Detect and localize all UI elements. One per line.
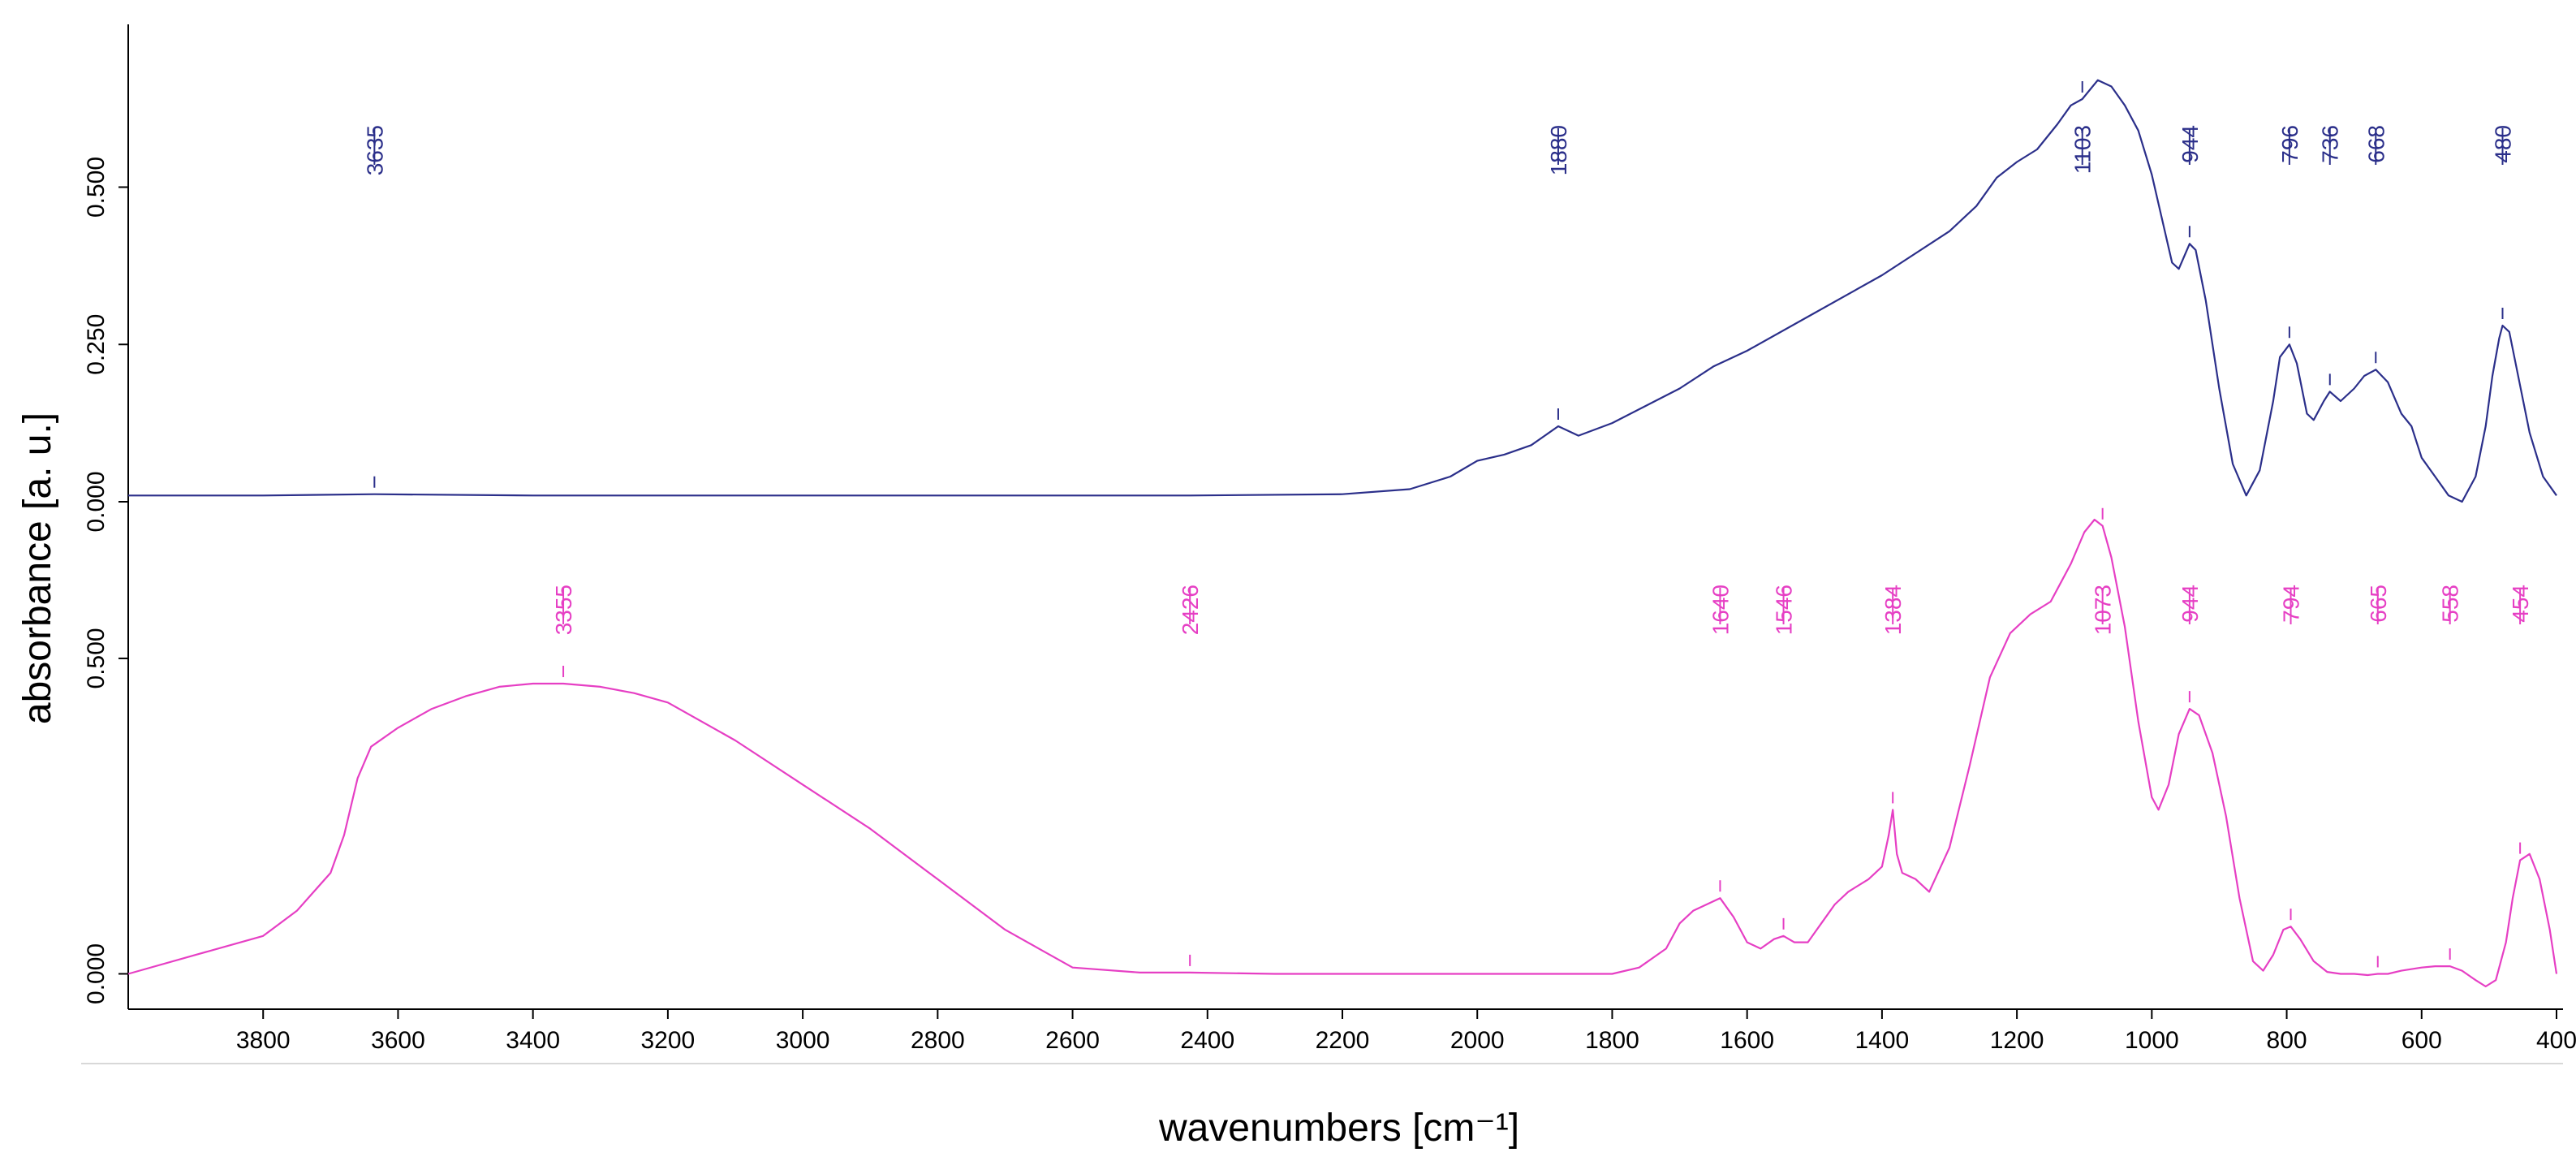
top-spectrum-panel: 0.000 0.250 0.500 3635 1880 1103 944 796 736 668 4… xyxy=(83,79,2557,533)
x-tick-label: 3800 xyxy=(236,1027,291,1054)
x-tick-label: 2600 xyxy=(1045,1027,1100,1054)
x-tick-label: 1200 xyxy=(1990,1027,2044,1054)
x-tick-label: 1000 xyxy=(2125,1027,2179,1054)
peak-label: 3635 xyxy=(362,125,387,175)
x-tick-label: 1800 xyxy=(1585,1027,1639,1054)
peak-label: 1073 xyxy=(2091,585,2116,635)
peak-label: 1384 xyxy=(1880,585,1906,635)
x-axis-label: wavenumbers [cm⁻¹] xyxy=(1158,1107,1519,1150)
peak-label: 668 xyxy=(2363,125,2389,163)
peak-label: 1640 xyxy=(1708,585,1733,635)
spectrum-line xyxy=(128,79,2557,503)
x-tick-label: 2800 xyxy=(911,1027,965,1054)
x-tick-label: 2000 xyxy=(1450,1027,1505,1054)
y-tick-label: 0.250 xyxy=(83,314,110,375)
peak-label: 2426 xyxy=(1178,585,1203,635)
peak-label: 944 xyxy=(2178,585,2203,623)
peak-label: 454 xyxy=(2508,585,2533,623)
y-tick-label: 0.500 xyxy=(83,157,110,218)
x-tick-label: 3000 xyxy=(776,1027,830,1054)
peak-label: 1103 xyxy=(2070,125,2096,174)
y-axis-label: absorbance [a. u.] xyxy=(16,412,59,724)
peak-label: 944 xyxy=(2178,125,2203,163)
x-tick-label: 2200 xyxy=(1316,1027,1370,1054)
peak-label: 796 xyxy=(2277,125,2302,163)
peak-label: 794 xyxy=(2279,585,2304,623)
peak-label: 480 xyxy=(2491,125,2516,163)
peak-label: 1546 xyxy=(1772,585,1797,635)
y-tick-label: 0.500 xyxy=(83,628,110,688)
chart-axes: 3800 3600 3400 3200 3000 2800 2600 2400 2200 2000… xyxy=(81,24,2576,1064)
y-tick-label: 0.000 xyxy=(83,943,110,1004)
peak-label: 3355 xyxy=(551,585,576,635)
spectrum-line xyxy=(127,518,2558,988)
x-tick-label: 800 xyxy=(2267,1027,2307,1054)
x-tick-label: 600 xyxy=(2402,1027,2442,1054)
x-tick-label: 1400 xyxy=(1855,1027,1910,1054)
x-tick-label: 3400 xyxy=(506,1027,560,1054)
x-tick-label: 2400 xyxy=(1180,1027,1234,1054)
y-tick-label: 0.000 xyxy=(83,471,110,532)
x-tick-label: 400 xyxy=(2536,1027,2576,1054)
peak-label: 558 xyxy=(2438,585,2463,623)
peak-label: 1880 xyxy=(1546,125,1571,175)
peak-label: 665 xyxy=(2366,585,2391,623)
bottom-spectrum-panel: 0.000 0.500 3355 2426 1640 1546 1384 1073 944 794… xyxy=(83,507,2558,1004)
x-tick-label: 3200 xyxy=(641,1027,696,1054)
x-tick-label: 1600 xyxy=(1720,1027,1774,1054)
x-tick-label: 3600 xyxy=(371,1027,425,1054)
peak-label: 736 xyxy=(2318,125,2343,163)
